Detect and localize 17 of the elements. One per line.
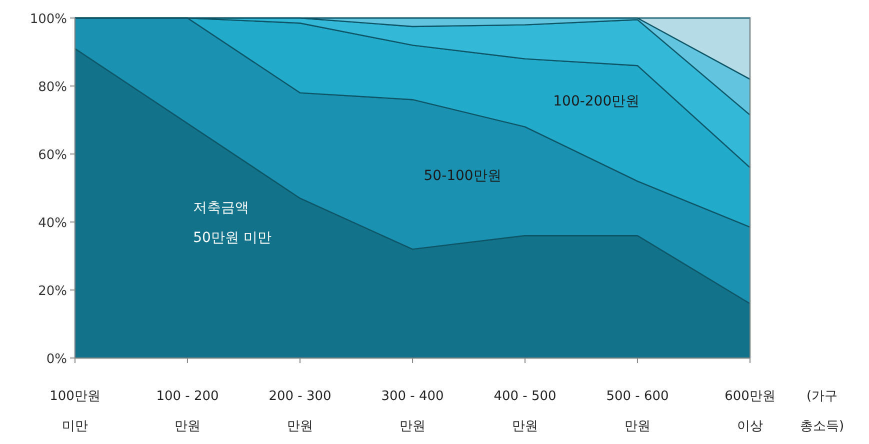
y-tick-label: 80% — [38, 80, 67, 95]
x-tick-label: 400 - 500 만원 — [494, 389, 556, 434]
y-tick-label: 60% — [38, 148, 67, 163]
x-tick-label: 600만원 이상 — [724, 389, 776, 434]
y-tick-label: 100% — [30, 12, 67, 27]
y-tick-label: 0% — [46, 352, 67, 367]
x-tick-label: 500 - 600 만원 — [606, 389, 669, 434]
y-tick-label: 40% — [38, 216, 67, 231]
x-tick-label: 100 - 200 만원 — [156, 389, 219, 434]
x-tick-label: 300 - 400 만원 — [381, 389, 444, 434]
x-axis-title: (가구 총소득) — [800, 389, 844, 434]
x-tick-label: 100만원 미만 — [50, 389, 100, 434]
series-label: 100-200만원 — [553, 93, 640, 110]
x-tick-label: 200 - 300 만원 — [268, 389, 332, 434]
y-tick-label: 20% — [38, 284, 67, 299]
series-label: 저축금액 50만원 미만 — [193, 200, 272, 246]
series-label: 50-100만원 — [424, 168, 502, 184]
